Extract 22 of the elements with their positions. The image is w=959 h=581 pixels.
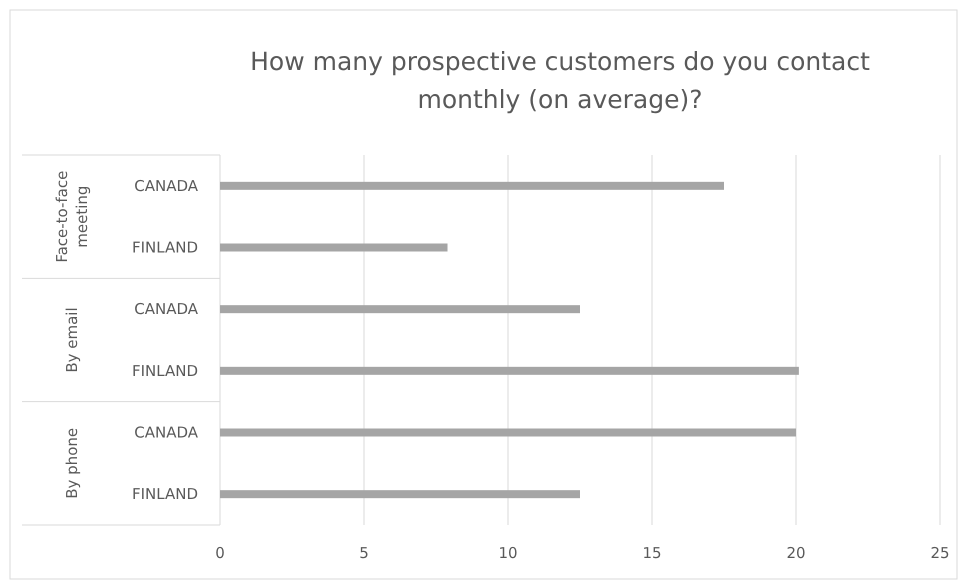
y-tick-label: CANADA	[134, 300, 199, 318]
text: By phone	[63, 428, 81, 499]
y-tick-label: FINLAND	[132, 362, 198, 380]
y-tick-label: FINLAND	[132, 485, 198, 504]
x-tick-label: 20	[786, 544, 806, 562]
y-tick-label: FINLAND	[132, 238, 198, 256]
bar	[220, 305, 580, 314]
bar	[220, 244, 448, 252]
y-tick-label: CANADA	[134, 176, 199, 195]
x-tick-label: 5	[359, 544, 369, 562]
y-tick-label: CANADA	[134, 424, 199, 442]
x-tick-label: 0	[215, 544, 225, 562]
text: By email	[63, 307, 81, 373]
x-tick-label: 10	[498, 544, 518, 562]
bar	[220, 182, 724, 190]
text: Face-to-face meeting	[53, 170, 91, 263]
bar	[220, 428, 796, 436]
chart-title: How many prospective customers do you contact monthly (on average)?	[250, 47, 870, 114]
bar	[220, 490, 580, 498]
x-tick-label: 25	[930, 544, 950, 562]
x-tick-label: 15	[642, 544, 662, 562]
bar	[220, 366, 799, 375]
